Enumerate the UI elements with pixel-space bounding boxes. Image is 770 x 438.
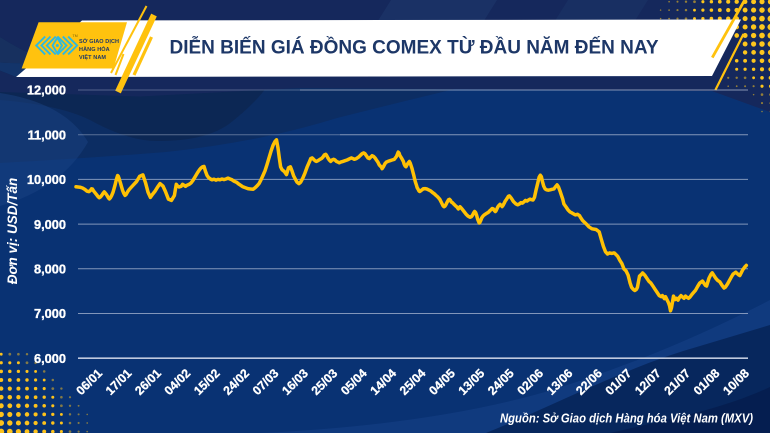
svg-text:8,000: 8,000 <box>34 262 66 277</box>
svg-text:Đơn vị: USD/Tấn: Đơn vị: USD/Tấn <box>5 178 20 285</box>
svg-text:10,000: 10,000 <box>27 172 66 187</box>
svg-text:SỞ GIAO DỊCH: SỞ GIAO DỊCH <box>79 38 119 45</box>
svg-text:7,000: 7,000 <box>34 306 66 321</box>
svg-text:9,000: 9,000 <box>34 217 66 232</box>
svg-text:6,000: 6,000 <box>34 351 66 366</box>
svg-text:TM: TM <box>73 34 78 38</box>
svg-text:DIỄN BIẾN GIÁ ĐỒNG COMEX TỪ ĐẦ: DIỄN BIẾN GIÁ ĐỒNG COMEX TỪ ĐẦU NĂM ĐẾN … <box>169 36 658 58</box>
svg-text:VIỆT NAM: VIỆT NAM <box>79 53 106 61</box>
svg-text:11,000: 11,000 <box>28 127 66 142</box>
svg-text:12,000: 12,000 <box>27 83 66 98</box>
svg-text:HÀNG HÓA: HÀNG HÓA <box>79 45 110 53</box>
svg-text:Nguồn: Sở Giao dịch Hàng hóa V: Nguồn: Sở Giao dịch Hàng hóa Việt Nam (M… <box>500 412 753 426</box>
